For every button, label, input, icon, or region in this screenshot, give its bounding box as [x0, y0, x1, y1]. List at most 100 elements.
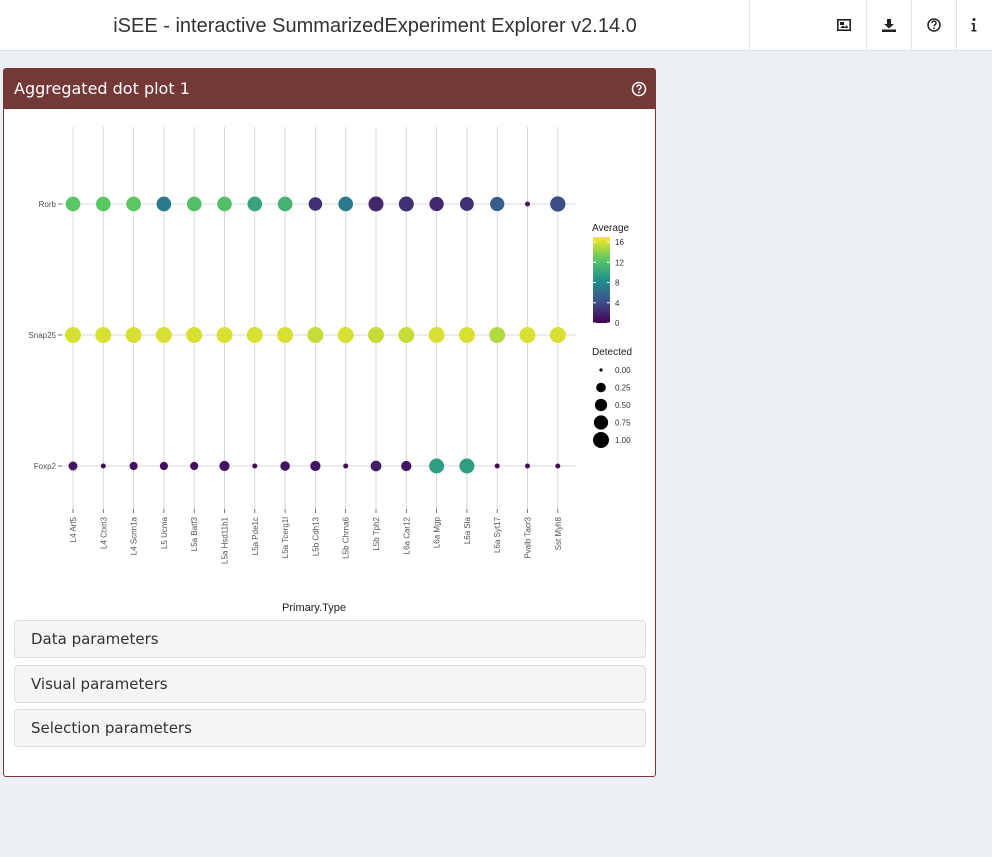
dot-point[interactable]: [95, 327, 112, 343]
dot-point[interactable]: [549, 327, 566, 343]
plot-legend: Average 16 12 8 4 0 Detected 0.00 0.25 0.50 0.7…: [592, 223, 632, 448]
dot-point[interactable]: [370, 460, 382, 472]
dot-point[interactable]: [277, 327, 294, 343]
x-tick-label: L4 Arf5: [69, 516, 78, 542]
dot-point[interactable]: [252, 463, 258, 469]
color-legend-bar: [593, 237, 610, 323]
dot-point[interactable]: [519, 327, 536, 343]
image-icon[interactable]: [821, 0, 866, 50]
size-legend-dot: [593, 415, 609, 430]
dot-point[interactable]: [280, 461, 290, 471]
size-legend-dot: [599, 368, 603, 372]
x-tick-label: L4 Scnn1a: [130, 516, 139, 555]
x-tick-label: L5b Tph2: [372, 516, 381, 550]
dot-point[interactable]: [307, 327, 324, 343]
dot-point[interactable]: [524, 463, 531, 469]
color-legend-title: Average: [592, 223, 630, 234]
dot-point[interactable]: [398, 196, 414, 212]
size-legend-label: 0.50: [615, 401, 631, 410]
dot-point[interactable]: [490, 196, 505, 212]
aggregated-dot-plot-panel: Aggregated dot plot 1 Rorb Snap25 Foxp2 L4…: [3, 68, 656, 777]
dot-point[interactable]: [489, 327, 506, 343]
dot-point[interactable]: [494, 463, 500, 469]
x-tick-label: Pvalb Tacr3: [524, 516, 533, 558]
dot-point[interactable]: [277, 196, 293, 212]
dot-point[interactable]: [156, 196, 172, 212]
y-axis: Rorb Snap25 Foxp2: [28, 200, 62, 471]
dot-point[interactable]: [190, 461, 199, 471]
x-axis: L4 Arf5 L4 Ctxn3 L4 Scnn1a L5 Ucma L5a Batf3…: [69, 509, 563, 564]
dot-point[interactable]: [401, 460, 412, 472]
help-circle-icon[interactable]: [911, 0, 956, 50]
x-tick-label: L5a Pde1c: [251, 517, 260, 555]
dot-point[interactable]: [458, 327, 475, 343]
dot-point[interactable]: [429, 458, 445, 474]
app-header: iSEE - interactive SummarizedExperiment …: [0, 0, 992, 51]
color-legend-label: 0: [615, 319, 620, 328]
dot-point[interactable]: [247, 196, 263, 212]
y-tick-label: Foxp2: [34, 462, 57, 471]
dot-point[interactable]: [68, 461, 78, 471]
x-tick-label: L5b Chrna6: [342, 516, 351, 558]
x-tick-label: L5a Hsd11b1: [221, 516, 230, 564]
dot-point[interactable]: [368, 196, 384, 212]
dot-point[interactable]: [550, 196, 566, 212]
dot-point[interactable]: [216, 327, 233, 343]
x-tick-label: L4 Ctxn3: [99, 516, 108, 549]
header-divider: [956, 0, 957, 50]
dot-point[interactable]: [555, 463, 561, 469]
size-legend-title: Detected: [592, 347, 632, 358]
dot-point[interactable]: [217, 196, 232, 212]
x-tick-label: L6a Sla: [463, 516, 472, 544]
dot-point[interactable]: [186, 327, 203, 343]
app-title: iSEE - interactive SummarizedExperiment …: [113, 15, 637, 37]
section-label: Visual parameters: [31, 675, 168, 693]
dot-point[interactable]: [155, 327, 172, 343]
dot-point[interactable]: [428, 327, 445, 343]
dot-point[interactable]: [338, 196, 354, 212]
dot-point[interactable]: [343, 463, 349, 469]
dot-point[interactable]: [126, 196, 141, 212]
x-tick-label: L5a Tcerg1l: [281, 517, 290, 558]
y-tick-label: Snap25: [28, 331, 56, 340]
section-label: Selection parameters: [31, 719, 192, 737]
download-icon[interactable]: [866, 0, 911, 50]
dot-point[interactable]: [459, 458, 475, 474]
plot-dots: [65, 196, 566, 474]
info-icon[interactable]: [956, 0, 992, 50]
dot-point[interactable]: [337, 327, 354, 343]
color-legend-label: 16: [615, 238, 624, 247]
header-divider: [749, 0, 750, 50]
dot-point[interactable]: [159, 461, 168, 471]
selection-parameters-section[interactable]: Selection parameters: [14, 709, 646, 747]
size-legend-dot: [596, 382, 606, 393]
dot-point[interactable]: [65, 196, 81, 212]
dot-point[interactable]: [308, 197, 323, 211]
panel-title: Aggregated dot plot 1: [14, 79, 190, 98]
dot-point[interactable]: [524, 201, 531, 207]
help-circle-icon[interactable]: [631, 81, 647, 97]
dot-point[interactable]: [310, 460, 321, 472]
dot-point[interactable]: [129, 461, 138, 471]
dot-plot[interactable]: Rorb Snap25 Foxp2 L4 Arf5 L4 Ctxn3 L4 Scnn1a…: [4, 109, 655, 619]
size-legend-label: 0.00: [615, 366, 631, 375]
dot-point[interactable]: [186, 196, 202, 212]
header-divider: [866, 0, 867, 50]
dot-point[interactable]: [125, 327, 142, 343]
section-label: Data parameters: [31, 630, 159, 648]
size-legend-label: 1.00: [615, 436, 631, 445]
dot-point[interactable]: [429, 196, 444, 212]
x-tick-label: L5a Batf3: [190, 516, 199, 551]
dot-point[interactable]: [368, 327, 384, 343]
dot-point[interactable]: [459, 197, 474, 211]
dot-plot-svg: Rorb Snap25 Foxp2 L4 Arf5 L4 Ctxn3 L4 Scnn1a…: [28, 127, 632, 614]
data-parameters-section[interactable]: Data parameters: [14, 620, 646, 658]
dot-point[interactable]: [219, 460, 230, 472]
dot-point[interactable]: [246, 327, 263, 343]
size-legend-label: 0.25: [615, 384, 631, 393]
visual-parameters-section[interactable]: Visual parameters: [14, 665, 646, 703]
dot-point[interactable]: [65, 327, 81, 343]
dot-point[interactable]: [100, 463, 106, 469]
dot-point[interactable]: [398, 327, 415, 343]
dot-point[interactable]: [95, 196, 111, 212]
